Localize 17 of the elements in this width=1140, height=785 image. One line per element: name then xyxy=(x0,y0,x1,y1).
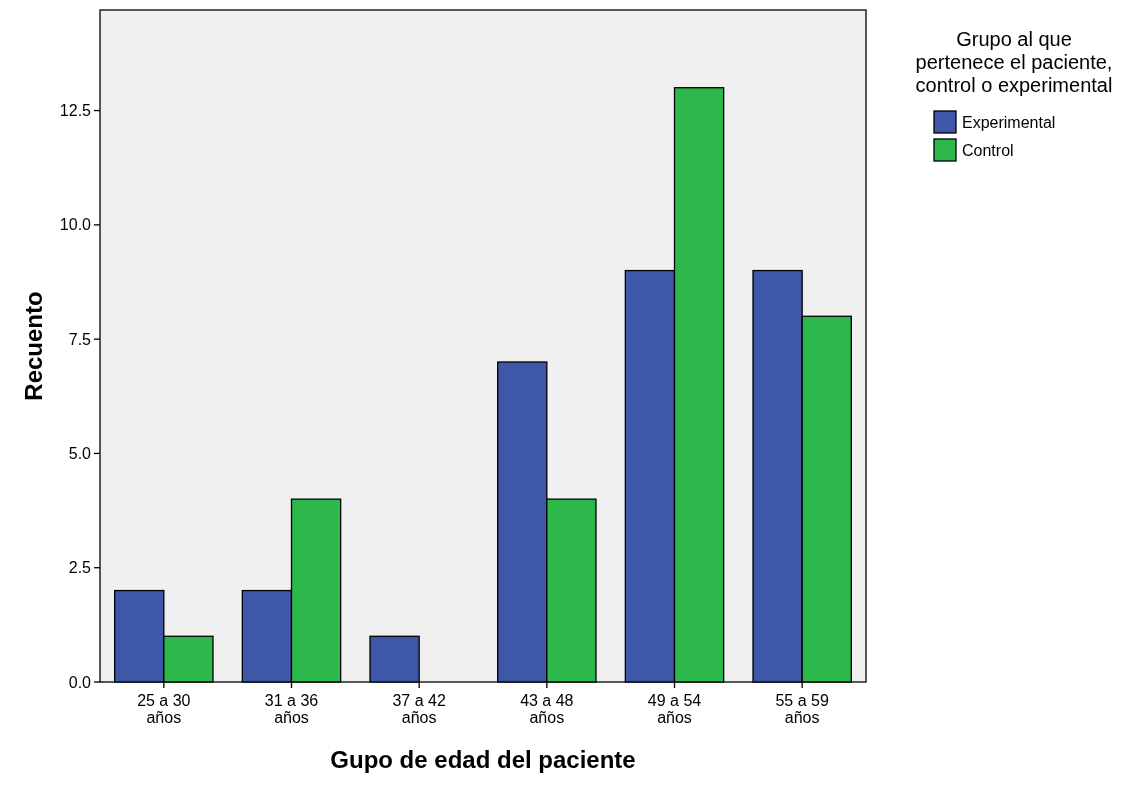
y-tick-label: 7.5 xyxy=(68,330,92,348)
x-tick-label: 43 a 48 años xyxy=(520,692,574,726)
x-tick-label: 25 a 30 años xyxy=(137,692,191,726)
x-tick-label: 49 a 54 años xyxy=(647,692,702,726)
y-tick-label: 12.5 xyxy=(59,102,92,120)
y-tick-label: 0.0 xyxy=(68,673,92,691)
y-tick-label: 5.0 xyxy=(68,445,92,463)
x-tick-label: 55 a 59 años xyxy=(775,692,829,726)
legend-label: Control xyxy=(962,141,1014,159)
x-axis-title: Gupo de edad del paciente xyxy=(330,746,636,773)
legend-label: Experimental xyxy=(962,113,1056,131)
x-tick-label: 31 a 36 años xyxy=(264,692,319,726)
x-tick-label: 37 a 42 años xyxy=(392,692,446,726)
legend-title: Grupo al que pertenece el paciente, control o experimental xyxy=(915,28,1113,96)
y-tick-label: 10.0 xyxy=(59,216,92,234)
y-axis-title: Recuento xyxy=(20,291,47,401)
y-tick-label: 2.5 xyxy=(68,559,92,577)
